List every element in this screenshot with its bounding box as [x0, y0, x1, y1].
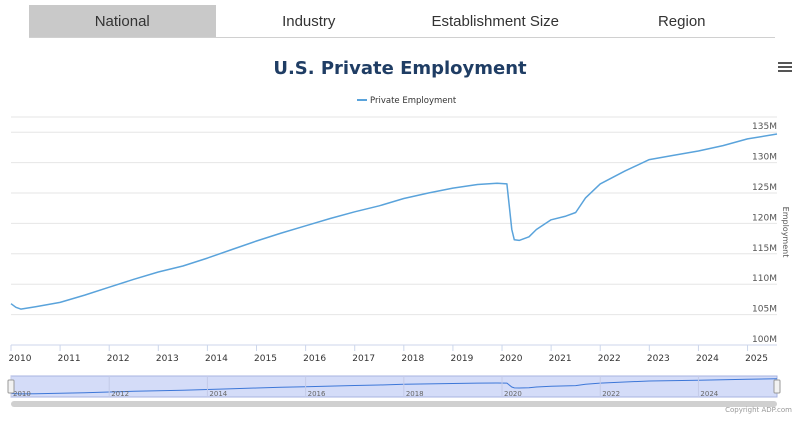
x-tick-label: 2025 [745, 354, 768, 364]
navigator-tick-label: 2014 [209, 390, 227, 398]
legend-label: Private Employment [370, 96, 457, 106]
x-tick-label: 2023 [647, 354, 670, 364]
x-tick-label: 2024 [696, 354, 719, 364]
hamburger-menu-icon[interactable] [778, 60, 792, 74]
y-axis-title: Employment [781, 207, 790, 258]
x-tick-label: 2013 [156, 354, 179, 364]
navigator-tick-label: 2018 [406, 390, 424, 398]
x-tick-label: 2012 [107, 354, 130, 364]
x-tick-label: 2014 [205, 354, 228, 364]
x-tick-label: 2022 [598, 354, 621, 364]
x-tick-label: 2019 [450, 354, 473, 364]
x-tick-label: 2016 [303, 354, 326, 364]
y-tick-label: 120M [752, 213, 777, 223]
chart-title: U.S. Private Employment [273, 58, 527, 79]
y-tick-label: 115M [752, 244, 777, 254]
tab-industry[interactable]: Industry [282, 12, 336, 30]
y-tick-label: 105M [752, 305, 777, 315]
navigator-tick-label: 2012 [111, 390, 129, 398]
x-tick-label: 2020 [500, 354, 523, 364]
y-tick-label: 135M [752, 122, 777, 132]
copyright-text: Copyright ADP.com [725, 406, 792, 414]
y-tick-label: 125M [752, 183, 777, 193]
x-tick-label: 2015 [254, 354, 277, 364]
x-tick-label: 2018 [401, 354, 424, 364]
navigator-scrollbar[interactable] [11, 401, 777, 407]
x-tick-label: 2010 [9, 354, 32, 364]
navigator-tick-label: 2016 [308, 390, 326, 398]
tab-national[interactable]: National [29, 5, 216, 37]
navigator-right-handle[interactable] [773, 379, 781, 394]
navigator-tick-label: 2020 [504, 390, 522, 398]
x-tick-label: 2011 [58, 354, 81, 364]
navigator-left-handle[interactable] [7, 379, 15, 394]
y-tick-label: 100M [752, 335, 777, 345]
navigator-tick-label: 2010 [13, 390, 31, 398]
tab-establishment-size[interactable]: Establishment Size [431, 12, 560, 30]
x-tick-label: 2017 [352, 354, 375, 364]
navigator-tick-label: 2024 [700, 390, 718, 398]
view-tabs: National Industry Establishment Size Reg… [29, 5, 775, 38]
y-tick-label: 110M [752, 274, 777, 284]
navigator-series-line [10, 378, 778, 395]
x-tick-label: 2021 [549, 354, 572, 364]
y-tick-label: 130M [752, 153, 777, 163]
tab-region[interactable]: Region [657, 12, 706, 30]
series-line-private-employment [10, 133, 778, 310]
navigator-tick-label: 2022 [602, 390, 620, 398]
